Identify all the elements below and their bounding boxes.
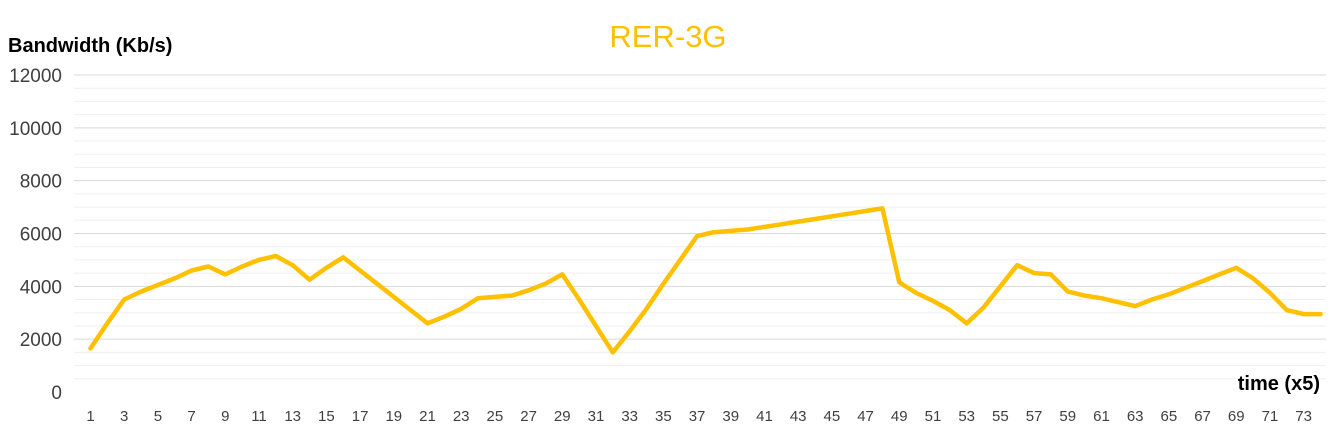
x-tick-label: 25 bbox=[487, 408, 504, 425]
x-tick-label: 29 bbox=[554, 408, 571, 425]
x-tick-label: 31 bbox=[588, 408, 605, 425]
x-tick-label: 13 bbox=[284, 408, 301, 425]
x-tick-label: 15 bbox=[318, 408, 335, 425]
x-tick-label: 67 bbox=[1194, 408, 1211, 425]
x-tick-label: 41 bbox=[756, 408, 773, 425]
x-tick-label: 45 bbox=[824, 408, 841, 425]
x-tick-label: 33 bbox=[621, 408, 638, 425]
x-tick-label: 71 bbox=[1262, 408, 1279, 425]
x-tick-label: 69 bbox=[1228, 408, 1245, 425]
x-tick-label: 23 bbox=[453, 408, 470, 425]
minor-gridlines bbox=[74, 87, 1326, 380]
y-tick-label: 12000 bbox=[9, 66, 62, 87]
y-axis-ticks: 0 2000 4000 6000 8000 10000 12000 bbox=[9, 66, 62, 404]
x-tick-label: 51 bbox=[925, 408, 942, 425]
x-tick-label: 39 bbox=[722, 408, 739, 425]
chart-title: RER-3G bbox=[609, 19, 726, 54]
x-tick-label: 9 bbox=[221, 408, 229, 425]
x-tick-label: 65 bbox=[1161, 408, 1178, 425]
x-tick-label: 61 bbox=[1093, 408, 1110, 425]
x-tick-label: 7 bbox=[187, 408, 195, 425]
x-tick-label: 35 bbox=[655, 408, 672, 425]
y-tick-label: 10000 bbox=[9, 119, 62, 140]
x-tick-label: 49 bbox=[891, 408, 908, 425]
x-tick-label: 19 bbox=[385, 408, 402, 425]
series-line bbox=[88, 206, 1323, 355]
x-tick-label: 17 bbox=[352, 408, 369, 425]
x-tick-label: 55 bbox=[992, 408, 1009, 425]
x-axis-label: time (x5) bbox=[1238, 373, 1320, 395]
x-tick-label: 73 bbox=[1295, 408, 1312, 425]
x-axis-ticks: 1 3 5 7 9 11 13 15 17 19 21 23 25 27 29 31 33 35 37 39 41 43 4… bbox=[86, 408, 1312, 425]
x-tick-label: 1 bbox=[86, 408, 94, 425]
x-tick-label: 43 bbox=[790, 408, 807, 425]
x-tick-label: 37 bbox=[689, 408, 706, 425]
y-tick-label: 2000 bbox=[20, 330, 62, 351]
x-tick-label: 3 bbox=[120, 408, 128, 425]
x-tick-label: 5 bbox=[154, 408, 162, 425]
series-layer bbox=[88, 206, 1323, 355]
y-tick-label: 4000 bbox=[20, 277, 62, 298]
y-tick-label: 8000 bbox=[20, 172, 62, 193]
x-tick-label: 53 bbox=[958, 408, 975, 425]
x-tick-label: 47 bbox=[857, 408, 874, 425]
x-tick-label: 27 bbox=[520, 408, 537, 425]
y-tick-label: 6000 bbox=[20, 225, 62, 246]
x-tick-label: 11 bbox=[251, 408, 267, 425]
x-tick-label: 57 bbox=[1026, 408, 1043, 425]
x-tick-label: 21 bbox=[419, 408, 436, 425]
y-axis-label: Bandwidth (Kb/s) bbox=[8, 35, 172, 57]
x-tick-label: 63 bbox=[1127, 408, 1144, 425]
x-tick-label: 59 bbox=[1059, 408, 1076, 425]
y-tick-label: 0 bbox=[51, 383, 62, 404]
